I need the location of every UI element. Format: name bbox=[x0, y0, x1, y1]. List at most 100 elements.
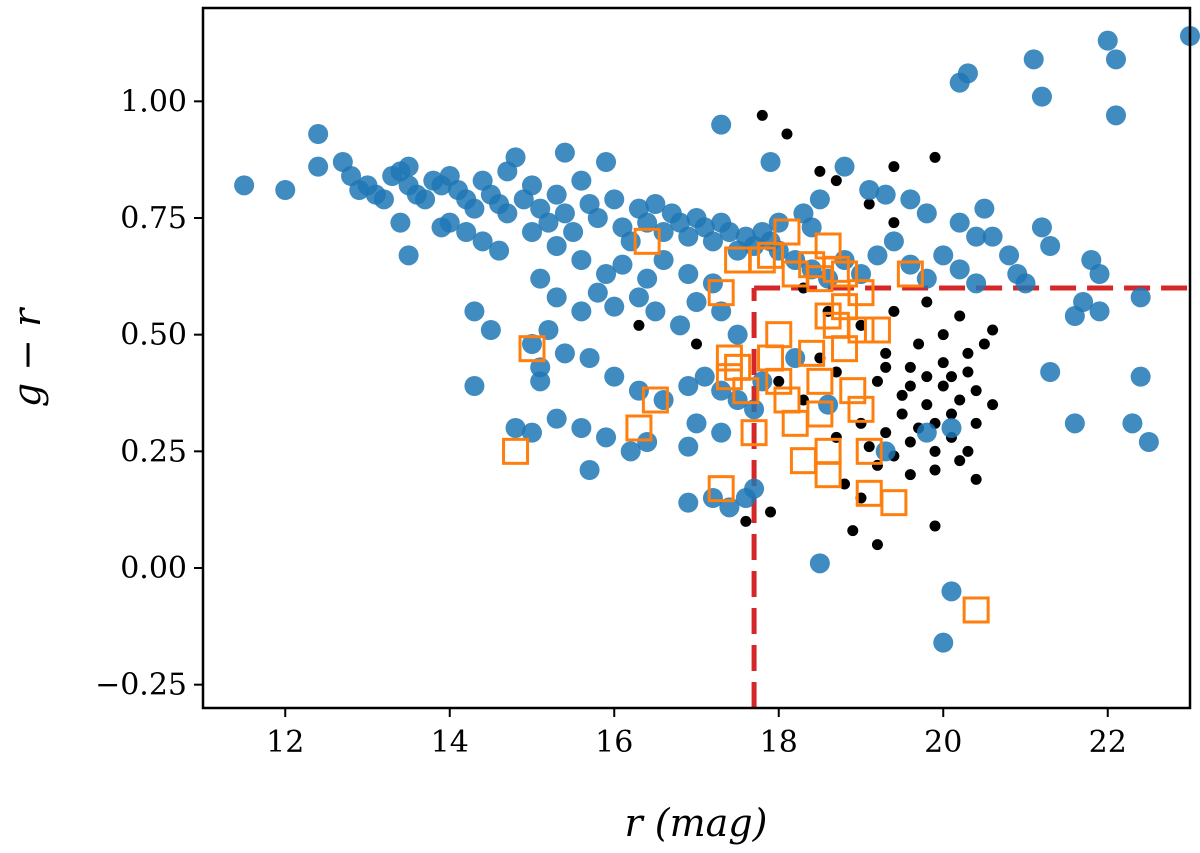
black-data-point bbox=[871, 375, 883, 387]
black-data-point bbox=[945, 408, 957, 420]
black-data-point bbox=[633, 319, 645, 331]
blue-data-point bbox=[546, 184, 567, 205]
blue-data-point bbox=[1023, 49, 1044, 70]
black-data-point bbox=[773, 375, 785, 387]
blue-data-point bbox=[719, 222, 740, 242]
blue-data-point bbox=[1040, 236, 1061, 256]
black-data-point bbox=[740, 515, 752, 527]
orange-square-point bbox=[806, 367, 834, 395]
orange-square-point bbox=[831, 293, 859, 321]
blue-data-point bbox=[1105, 49, 1126, 70]
orange-square-point bbox=[806, 400, 834, 428]
black-data-point bbox=[896, 389, 908, 401]
blue-data-point bbox=[604, 366, 625, 387]
black-data-point bbox=[847, 525, 859, 537]
blue-data-point bbox=[596, 264, 617, 284]
black-data-point bbox=[880, 347, 892, 359]
orange-square-point bbox=[962, 596, 990, 624]
orange-square-point bbox=[633, 227, 661, 255]
blue-data-point bbox=[234, 175, 255, 196]
y-tick-label: 0.50 bbox=[120, 318, 187, 353]
black-data-point bbox=[904, 361, 916, 373]
orange-square-point bbox=[518, 335, 546, 363]
blue-data-point bbox=[415, 189, 436, 210]
blue-data-point bbox=[637, 268, 658, 289]
y-axis-label: g − r bbox=[5, 306, 49, 407]
blue-data-point bbox=[678, 226, 699, 247]
blue-data-point bbox=[480, 320, 501, 340]
blue-data-point bbox=[522, 175, 542, 196]
blue-data-point bbox=[900, 189, 921, 210]
black-data-point bbox=[954, 394, 966, 406]
orange-square-point bbox=[831, 260, 859, 288]
blue-data-point bbox=[1130, 366, 1151, 387]
blue-data-point bbox=[587, 282, 608, 303]
blue-data-point bbox=[530, 268, 551, 289]
blue-data-point bbox=[875, 441, 896, 462]
blue-data-point bbox=[678, 264, 699, 284]
blue-data-point bbox=[702, 273, 723, 294]
blue-data-point bbox=[760, 152, 781, 172]
black-data-point bbox=[921, 371, 933, 383]
blue-data-point bbox=[1031, 86, 1052, 107]
black-data-point bbox=[863, 198, 875, 210]
black-data-point bbox=[904, 380, 916, 392]
series-orange-squares bbox=[502, 218, 990, 624]
blue-data-point bbox=[612, 254, 633, 275]
blue-data-point bbox=[637, 212, 658, 233]
blue-data-point bbox=[900, 254, 921, 275]
blue-data-point bbox=[1064, 413, 1085, 434]
blue-data-point bbox=[949, 259, 970, 280]
black-data-point bbox=[937, 329, 949, 341]
blue-data-point bbox=[1097, 30, 1118, 51]
blue-data-point bbox=[883, 231, 904, 252]
black-data-point bbox=[797, 394, 809, 406]
orange-square-point bbox=[896, 260, 924, 288]
black-data-point bbox=[880, 427, 892, 439]
black-data-point bbox=[929, 520, 941, 532]
orange-square-point bbox=[707, 279, 735, 307]
blue-data-point bbox=[620, 441, 641, 462]
y-tick-label: 0.00 bbox=[120, 551, 187, 586]
blue-data-point bbox=[596, 152, 617, 172]
blue-data-point bbox=[530, 357, 551, 378]
black-data-point bbox=[896, 408, 908, 420]
blue-data-point bbox=[604, 296, 625, 317]
blue-data-point bbox=[801, 217, 822, 238]
black-data-point bbox=[904, 436, 916, 448]
blue-data-point bbox=[875, 184, 896, 205]
orange-square-point bbox=[502, 437, 530, 465]
blue-data-point bbox=[398, 156, 419, 177]
black-data-point bbox=[945, 371, 957, 383]
x-tick-label: 16 bbox=[595, 725, 633, 760]
blue-data-point bbox=[464, 301, 485, 322]
black-data-point bbox=[913, 338, 925, 350]
black-data-point bbox=[970, 473, 982, 485]
black-data-point bbox=[921, 399, 933, 411]
blue-data-point bbox=[1089, 301, 1110, 322]
blue-data-point bbox=[530, 371, 551, 392]
blue-data-point bbox=[579, 348, 600, 368]
black-data-point bbox=[691, 338, 702, 350]
blue-data-point bbox=[628, 380, 649, 401]
blue-data-point bbox=[744, 478, 765, 499]
blue-data-point bbox=[604, 189, 625, 210]
x-tick-label: 22 bbox=[1089, 725, 1127, 760]
blue-data-point bbox=[678, 436, 699, 457]
black-data-point bbox=[970, 417, 982, 429]
black-data-point bbox=[987, 324, 999, 336]
black-data-point bbox=[765, 506, 777, 518]
blue-data-point bbox=[653, 250, 674, 270]
black-data-point bbox=[970, 385, 982, 397]
blue-data-point bbox=[1138, 432, 1159, 452]
orange-square-point bbox=[757, 241, 785, 269]
blue-data-point bbox=[1122, 413, 1143, 434]
blue-data-point bbox=[719, 497, 740, 518]
blue-data-point bbox=[999, 245, 1020, 266]
black-data-point bbox=[839, 478, 851, 490]
blue-data-point bbox=[1015, 273, 1036, 294]
blue-data-point bbox=[933, 245, 954, 266]
black-data-point bbox=[888, 217, 900, 229]
blue-data-point bbox=[308, 156, 329, 177]
